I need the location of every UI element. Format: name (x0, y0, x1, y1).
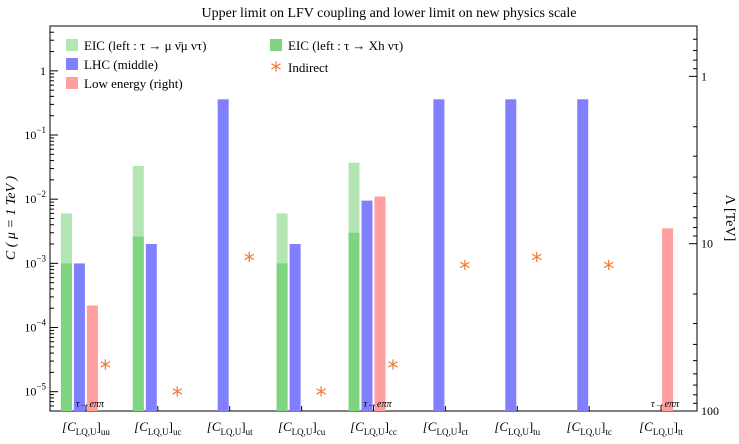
bar-lhc-0 (73, 263, 85, 411)
y-tick-label-right: 10 (701, 237, 713, 251)
legend-swatch-eic_mu (66, 39, 78, 51)
y-tick-label-left: 10−1 (24, 125, 46, 142)
bar-eic_xh-1 (132, 236, 144, 411)
y-tick-label-left: 1 (40, 64, 46, 78)
legend-swatch-lhc (66, 58, 78, 70)
y-tick-label-left: 10−2 (24, 189, 46, 206)
bar-low-0 (86, 305, 98, 411)
y-tick-label-left: 10−5 (24, 382, 46, 399)
bar-lhc-7 (577, 99, 589, 412)
bar-lhc-5 (433, 99, 445, 412)
bar-lhc-2 (217, 99, 229, 412)
bar-low-4 (374, 196, 386, 411)
x-category-label: [CLQ,U]cu (278, 419, 326, 437)
legend-label-eic_mu: EIC (left : τ → μ ν̄μ ντ) (84, 38, 206, 53)
indirect-marker-0: * (100, 357, 111, 382)
bar-lhc-6 (505, 99, 517, 412)
y-axis-right-title: Λ [TeV] (722, 195, 737, 242)
x-category-label: [CLQ,U]uu (62, 419, 110, 437)
x-axis-categories: [CLQ,U]uu [CLQ,U]uc [CLQ,U]ut [CLQ,U]cu [CLQ… (62, 406, 683, 437)
y-tick-label-left: 10−3 (24, 253, 46, 270)
bar-eic_xh-4 (348, 232, 360, 411)
legend-swatch-eic_xh (270, 39, 282, 51)
y-axis-left: 10−5 10−4 10−3 10−2 10−1 1 (24, 25, 58, 407)
x-category-label: [CLQ,U]cc (350, 419, 397, 437)
legend-swatch-low (66, 77, 78, 89)
x-category-label: [CLQ,U]ct (423, 419, 469, 437)
indirect-marker-2: * (244, 249, 255, 274)
x-category-label: [CLQ,U]uc (134, 419, 181, 437)
bar-eic_xh-0 (60, 263, 72, 411)
y-tick-label-right: 100 (701, 404, 719, 418)
legend-label-lhc: LHC (middle) (84, 57, 158, 72)
chart-title: Upper limit on LFV coupling and lower li… (202, 6, 577, 21)
bar-lhc-1 (145, 244, 157, 411)
legend-label-low: Low energy (right) (84, 76, 183, 91)
bar-low-8 (662, 228, 674, 411)
x-category-label: [CLQ,U]tt (639, 419, 683, 437)
decay-note: τ→eππ (651, 399, 680, 410)
bar-lhc-3 (289, 244, 301, 411)
legend-label-indirect: Indirect (288, 60, 329, 75)
decay-notes: τ→eππ τ→eππ τ→eππ (76, 399, 680, 410)
x-category-label: [CLQ,U]tc (567, 419, 612, 437)
y-axis-left-title: C ( μ = 1 TeV ) (4, 176, 19, 260)
bar-lhc-4 (361, 200, 373, 411)
x-category-label: [CLQ,U]tu (494, 419, 540, 437)
indirect-markers-layer: * * * * * * * * (100, 249, 614, 409)
indirect-marker-1: * (172, 384, 183, 409)
y-tick-label-right: 1 (701, 69, 707, 83)
indirect-marker-6: * (531, 249, 542, 274)
legend-label-eic_xh: EIC (left : τ → Xh ντ) (288, 38, 403, 53)
indirect-marker-7: * (603, 257, 614, 282)
x-category-label: [CLQ,U]ut (207, 419, 253, 437)
legend: EIC (left : τ → μ ν̄μ ντ) LHC (middle) Low… (66, 38, 403, 91)
indirect-marker-3: * (316, 384, 327, 409)
indirect-marker-5: * (459, 257, 470, 282)
legend-indirect-marker: * (271, 59, 282, 84)
y-tick-label-left: 10−4 (24, 318, 46, 335)
bar-eic_xh-3 (276, 263, 288, 411)
indirect-marker-4: * (388, 357, 399, 382)
y-axis-right: 100 10 1 (689, 25, 719, 418)
bars-layer (60, 99, 674, 412)
decay-note: τ→eππ (363, 399, 392, 410)
decay-note: τ→eππ (76, 399, 105, 410)
